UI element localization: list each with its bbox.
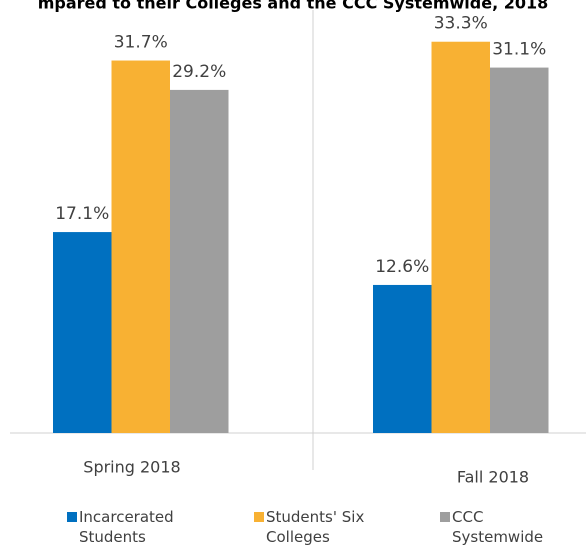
data-label: 31.7% — [114, 33, 168, 53]
x-tick-label: Spring 2018 — [83, 458, 180, 477]
data-label: 12.6% — [375, 257, 429, 277]
data-label: 31.1% — [492, 40, 546, 60]
bar — [490, 67, 549, 433]
legend-swatch — [440, 512, 450, 522]
data-label: 29.2% — [172, 62, 226, 82]
chart-title: mpared to their Colleges and the CCC Sys… — [38, 0, 549, 13]
legend-label: Incarcerated Students — [79, 508, 174, 546]
legend-label: CCC Systemwide — [452, 508, 544, 546]
x-tick-label: Fall 2018 — [457, 468, 529, 487]
legend-label: Students' Six Colleges — [266, 508, 365, 546]
bar — [170, 89, 229, 434]
bar — [53, 232, 112, 433]
bar — [111, 60, 170, 434]
data-label: 33.3% — [434, 14, 488, 34]
bar — [431, 41, 490, 433]
bar — [373, 284, 432, 433]
legend-swatch — [254, 512, 264, 522]
data-label: 17.1% — [55, 204, 109, 224]
legend-swatch — [67, 512, 77, 522]
